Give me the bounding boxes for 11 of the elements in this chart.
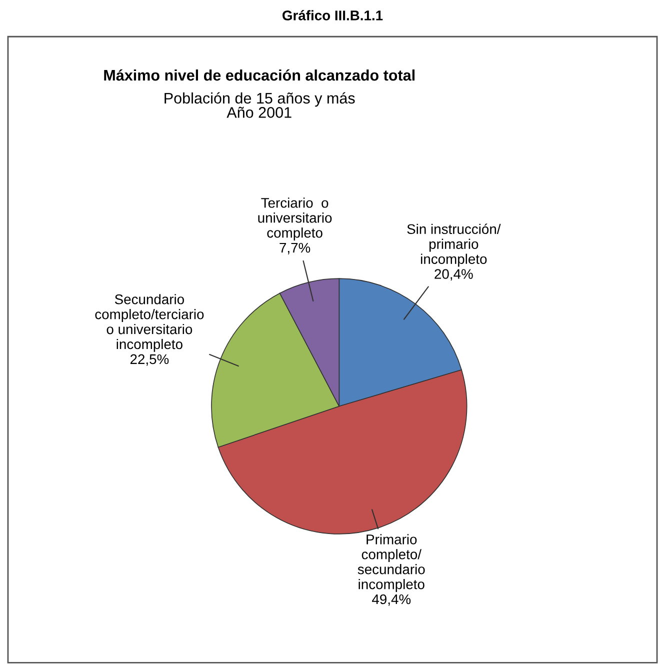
text: Gráfico III.B.1.1 bbox=[282, 10, 383, 20]
data-label: 22,5% bbox=[130, 354, 169, 366]
slice-label: Terciario o universitario completo bbox=[258, 198, 332, 240]
slice-label: Secundario completo/terciario o universitario incompleto bbox=[95, 294, 204, 352]
chart-title: Máximo nivel de educación alcanzado total bbox=[104, 69, 414, 81]
data-label: 20,4% bbox=[434, 269, 473, 281]
data-label: 7,7% bbox=[280, 242, 310, 254]
data-label: 49,4% bbox=[372, 594, 411, 606]
chart-subtitle: Población de 15 años y más Año 2001 bbox=[164, 92, 355, 118]
slice-label: Primario completo/ secundario incompleto bbox=[358, 534, 425, 592]
slice-label: Sin instrucción/ primario incompleto bbox=[407, 224, 501, 267]
